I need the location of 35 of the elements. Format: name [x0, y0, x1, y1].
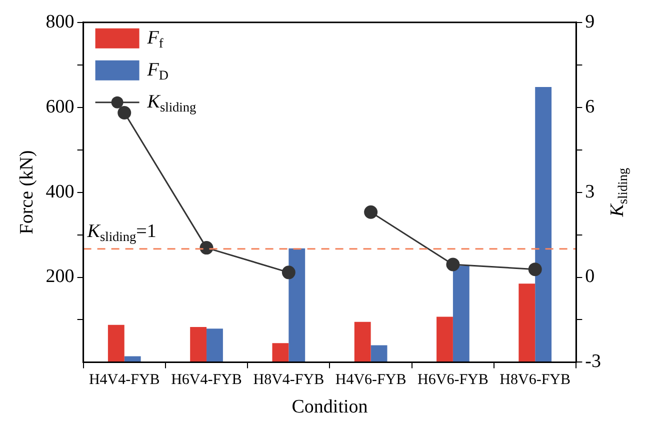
y2-tick-label: -3 [585, 351, 601, 372]
point [118, 106, 132, 120]
point [282, 266, 296, 280]
y-tick-label: 400 [46, 181, 74, 202]
bar [190, 326, 207, 362]
bar [518, 284, 536, 362]
bar [272, 343, 289, 362]
y-tick-label: 200 [46, 266, 74, 288]
bar [535, 86, 552, 362]
x-tick-label: H8V4-FYB [253, 372, 324, 388]
x-tick-label: H4V6-FYB [335, 372, 406, 388]
bar [108, 324, 124, 362]
y2-tick-label: 9 [585, 11, 595, 32]
y2-tick-label: 0 [585, 266, 595, 288]
y-axis-title: Force (kN) [16, 150, 38, 234]
x-axis-title: Condition [292, 396, 368, 418]
bar [370, 345, 388, 362]
y2-tick-label: 3 [585, 181, 595, 202]
bar [206, 328, 223, 362]
bar [354, 322, 371, 362]
point [364, 205, 378, 219]
point [528, 262, 542, 276]
x-tick-label: H4V4-FYB [88, 372, 160, 388]
y-tick-label: 600 [46, 96, 74, 118]
bar [436, 316, 453, 362]
y2-axis-title: Ksliding [607, 168, 630, 218]
point [446, 258, 460, 272]
point [200, 241, 214, 255]
y-tick-label: 800 [46, 11, 74, 32]
bar [452, 266, 470, 362]
y2-tick-label: 6 [585, 96, 595, 118]
x-tick-label: H8V6-FYB [500, 372, 571, 388]
x-tick-label: H6V6-FYB [418, 372, 488, 388]
x-tick-label: H6V4-FYB [171, 372, 242, 388]
bar [288, 248, 306, 362]
